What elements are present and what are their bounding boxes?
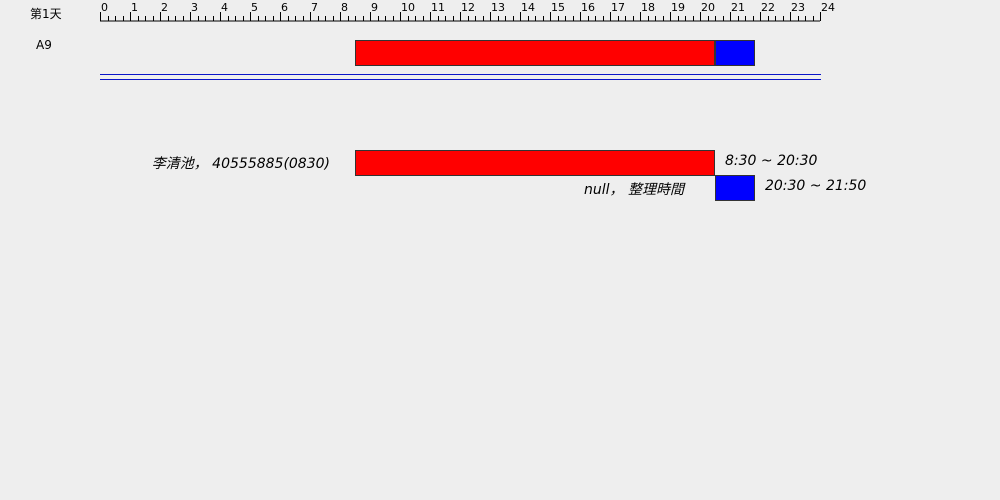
- ruler-tick-label: 23: [791, 1, 805, 14]
- divider-line-top: [100, 74, 821, 75]
- detail-label-staff: 李清池， 40555885(0830): [151, 156, 330, 172]
- ruler-tick-label: 24: [821, 1, 835, 14]
- ruler-tick-label: 18: [641, 1, 655, 14]
- ruler-tick-label: 9: [371, 1, 378, 14]
- ruler-tick-label: 20: [701, 1, 715, 14]
- hour-ruler: 0 1 2 3 4 5 6 7 8 9 10 11 12 13 14 15 16 17 18 19 20 21 22 23 24: [100, 1, 835, 22]
- ruler-tick-label: 8: [341, 1, 348, 14]
- ruler-tick-label: 14: [521, 1, 535, 14]
- ruler-tick-label: 1: [131, 1, 138, 14]
- ruler-tick-label: 3: [191, 1, 198, 14]
- ruler-tick-label: 6: [281, 1, 288, 14]
- ruler-tick-label: 2: [161, 1, 168, 14]
- ruler-tick-label: 10: [401, 1, 415, 14]
- ruler-tick-label: 13: [491, 1, 505, 14]
- ruler-tick-label: 12: [461, 1, 475, 14]
- ruler-tick-label: 17: [611, 1, 625, 14]
- detail-work-bar[interactable]: [355, 150, 715, 176]
- detail-label-cleanup: null， 整理時間: [584, 182, 684, 198]
- ruler-tick-label: 16: [581, 1, 595, 14]
- ruler-tick-label: 19: [671, 1, 685, 14]
- detail-time-cleanup: 20:30 ~ 21:50: [764, 178, 867, 194]
- detail-break-bar[interactable]: [715, 175, 755, 201]
- ruler-tick-label: 22: [761, 1, 775, 14]
- ruler-tick-label: 0: [101, 1, 108, 14]
- row-a9-break-bar[interactable]: [715, 40, 755, 66]
- ruler-tick-label: 4: [221, 1, 228, 14]
- ruler-tick-label: 5: [251, 1, 258, 14]
- ruler-tick-label: 15: [551, 1, 565, 14]
- detail-time-staff: 8:30 ~ 20:30: [725, 153, 818, 169]
- day-label: 第1天: [30, 7, 62, 21]
- row-label-a9: A9: [36, 38, 52, 52]
- divider-line-bottom: [100, 79, 821, 80]
- ruler-tick-label: 21: [731, 1, 745, 14]
- row-a9-work-bar[interactable]: [355, 40, 715, 66]
- ruler-tick-label: 11: [431, 1, 445, 14]
- ruler-tick-label: 7: [311, 1, 318, 14]
